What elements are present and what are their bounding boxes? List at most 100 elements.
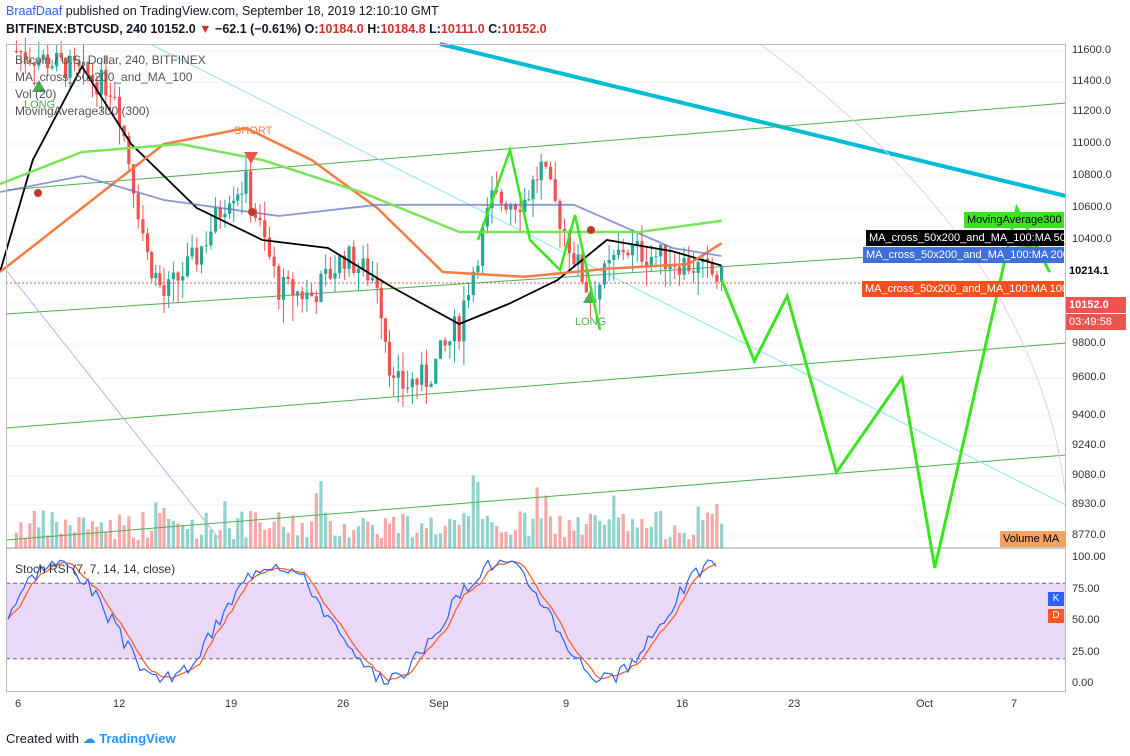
volume-bar bbox=[41, 510, 45, 548]
cross-marker bbox=[587, 226, 595, 234]
volume-bar bbox=[401, 513, 405, 548]
candle-body bbox=[567, 231, 571, 254]
down-trendline bbox=[439, 42, 1067, 198]
volume-bar bbox=[108, 520, 112, 548]
candle-body bbox=[146, 233, 150, 252]
volume-bar bbox=[677, 532, 682, 548]
candle-body bbox=[46, 54, 50, 69]
volume-bar bbox=[46, 535, 50, 548]
tradingview-logo-icon[interactable]: ☁ bbox=[82, 731, 96, 746]
candle-body bbox=[370, 277, 375, 281]
candle-body bbox=[602, 263, 607, 285]
candle-body bbox=[68, 55, 72, 78]
volume-bar bbox=[705, 512, 710, 548]
candle-body bbox=[150, 251, 154, 279]
projection-path bbox=[476, 145, 1051, 569]
volume-bar bbox=[635, 527, 639, 548]
candle-body bbox=[108, 95, 112, 97]
volume-bar bbox=[14, 532, 18, 548]
legend-title: Bitcoin / U.S. Dollar, 240, BITFINEX bbox=[15, 53, 206, 67]
volume-bar bbox=[438, 533, 443, 548]
rsi-tick: 25.00 bbox=[1072, 645, 1100, 658]
volume-bar bbox=[448, 518, 452, 548]
rsi-k-tag: K bbox=[1048, 592, 1064, 606]
volume-bar bbox=[342, 524, 346, 548]
volume-bar bbox=[598, 520, 602, 548]
volume-bar bbox=[504, 531, 508, 548]
candle-body bbox=[659, 244, 663, 257]
candle-body bbox=[249, 171, 253, 210]
candle-body bbox=[715, 274, 719, 282]
volume-bar bbox=[567, 519, 571, 548]
volume-bar bbox=[253, 512, 257, 548]
volume-bar bbox=[588, 513, 592, 548]
volume-bar bbox=[99, 522, 103, 548]
candle-body bbox=[195, 247, 199, 265]
candle-body bbox=[342, 255, 346, 269]
author-name[interactable]: BraafDaaf bbox=[6, 4, 63, 18]
volume-bar bbox=[424, 528, 428, 548]
volume-bar bbox=[59, 533, 63, 548]
candle-body bbox=[272, 256, 276, 267]
candle-body bbox=[41, 54, 45, 60]
volume-bar bbox=[314, 493, 318, 548]
fan-line bbox=[149, 43, 1067, 506]
volume-bar bbox=[146, 537, 150, 548]
volume-bar bbox=[209, 529, 213, 548]
volume-bar bbox=[277, 512, 281, 548]
price-tag: 10152.0 bbox=[1066, 297, 1126, 313]
candle-body bbox=[720, 266, 724, 282]
volume-bar bbox=[375, 533, 379, 548]
volume-bar bbox=[673, 525, 677, 548]
tradingview-brand[interactable]: TradingView bbox=[99, 731, 176, 746]
candle-body bbox=[429, 383, 433, 387]
time-tick: 6 bbox=[15, 698, 22, 710]
volume-bar bbox=[263, 529, 267, 548]
volume-bar bbox=[616, 517, 621, 548]
candle-body bbox=[72, 55, 77, 62]
volume-bar bbox=[162, 507, 166, 548]
candle-body bbox=[356, 268, 361, 274]
candle-body bbox=[462, 300, 466, 342]
volume-bar bbox=[267, 528, 272, 548]
candle-body bbox=[181, 276, 185, 281]
candle-body bbox=[232, 200, 236, 204]
candle-body bbox=[654, 256, 658, 258]
time-tick: 19 bbox=[225, 698, 238, 710]
last-price: 10152.0 bbox=[150, 22, 196, 36]
volume-bar bbox=[580, 534, 584, 548]
open-value: 10184.0 bbox=[318, 22, 364, 36]
candle-body bbox=[527, 199, 531, 201]
volume-bar bbox=[213, 535, 218, 548]
publish-line: BraafDaaf published on TradingView.com, … bbox=[6, 4, 439, 18]
candle-body bbox=[476, 265, 480, 272]
candle-body bbox=[236, 194, 240, 201]
volume-bar bbox=[249, 511, 253, 548]
open-label: O: bbox=[304, 22, 319, 36]
candle-body bbox=[90, 75, 95, 83]
candle-body bbox=[258, 217, 262, 221]
volume-bar bbox=[518, 511, 522, 548]
volume-bar bbox=[509, 534, 513, 548]
volume-bar bbox=[352, 530, 356, 548]
volume-bar bbox=[383, 518, 387, 548]
candle-body bbox=[452, 316, 457, 342]
candle-body bbox=[190, 247, 194, 257]
price-tick: 9600.0 bbox=[1072, 371, 1106, 383]
candle-body bbox=[310, 292, 314, 297]
volume-bar bbox=[171, 520, 175, 548]
price-change: −62.1 (−0.61%) bbox=[215, 22, 302, 36]
candle-body bbox=[375, 277, 379, 288]
candle-body bbox=[513, 204, 518, 210]
low-value: 10111.0 bbox=[440, 22, 485, 36]
volume-bar bbox=[429, 517, 433, 548]
candle-body bbox=[663, 244, 667, 270]
volume-bar bbox=[420, 523, 424, 548]
candle-body bbox=[37, 59, 41, 66]
volume-bar bbox=[720, 523, 724, 548]
candle-body bbox=[295, 291, 300, 296]
volume-bar bbox=[452, 520, 457, 548]
volume-bar bbox=[387, 523, 392, 548]
candle-body bbox=[406, 387, 410, 389]
